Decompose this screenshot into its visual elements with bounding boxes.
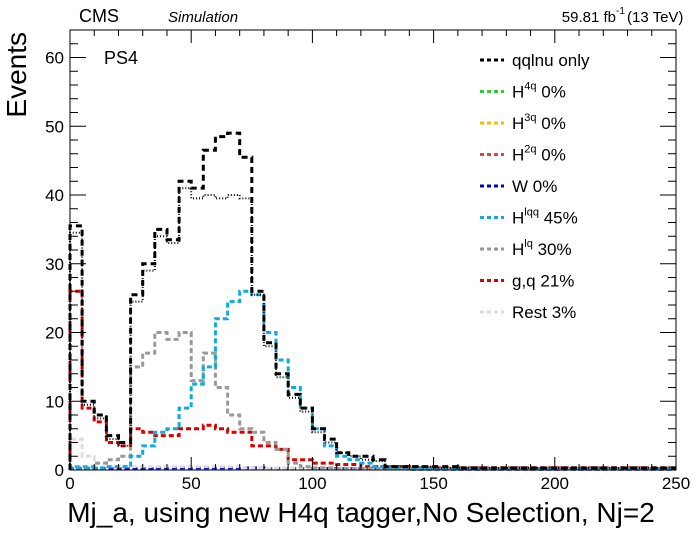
y-axis-title: Events xyxy=(1,32,32,118)
legend-entry: Rest 3% xyxy=(480,303,576,322)
legend-label: Hlqq 45% xyxy=(512,207,578,228)
x-tick-label: 250 xyxy=(662,474,690,493)
simulation-tag: Simulation xyxy=(168,9,238,26)
x-tick-label: 50 xyxy=(182,474,201,493)
experiment-label: CMS xyxy=(79,6,119,26)
y-tick-label: 40 xyxy=(45,186,64,205)
legend: qqlnu only H4q 0% H3q 0% H2q 0% W 0% Hlqq 45%… xyxy=(480,51,590,322)
legend-entry: Hlqq 45% xyxy=(480,207,578,228)
axis-layer: 0 50 100 150 200 250 0 10 20 30 40 50 60 xyxy=(45,29,690,493)
legend-entry: H3q 0% xyxy=(480,112,566,133)
histogram-qqlnu-only xyxy=(68,131,676,470)
histogram-layer xyxy=(68,131,676,471)
legend-entry: H4q 0% xyxy=(480,81,566,102)
legend-entry: qqlnu only xyxy=(480,51,590,70)
y-tick-label: 50 xyxy=(45,117,64,136)
x-axis-title: Mj_a, using new H4q tagger,No Selection,… xyxy=(67,497,655,528)
y-tick-label: 10 xyxy=(45,392,64,411)
x-tick-label: 0 xyxy=(65,474,74,493)
lumi-value: 59.81 fb xyxy=(562,9,616,26)
legend-entry: g,q 21% xyxy=(480,272,574,291)
legend-entry: W 0% xyxy=(480,177,557,196)
y-tick-label: 20 xyxy=(45,324,64,343)
legend-entry: H2q 0% xyxy=(480,144,566,165)
legend-label: Rest 3% xyxy=(512,303,576,322)
legend-label: qqlnu only xyxy=(512,51,590,70)
legend-entry: Hlq 30% xyxy=(480,238,572,259)
legend-label: H4q 0% xyxy=(512,81,566,102)
y-tick-label: 60 xyxy=(45,49,64,68)
histogram-hlq xyxy=(68,331,676,471)
x-tick-label: 150 xyxy=(419,474,447,493)
lumi-exponent: -1 xyxy=(616,6,625,17)
legend-label: g,q 21% xyxy=(512,272,574,291)
x-tick-label: 100 xyxy=(298,474,326,493)
y-tick-label: 30 xyxy=(45,255,64,274)
legend-label: Hlq 30% xyxy=(512,238,572,259)
energy-label: (13 TeV) xyxy=(627,9,683,26)
legend-label: H2q 0% xyxy=(512,144,566,165)
x-tick-label: 200 xyxy=(541,474,569,493)
region-annotation: PS4 xyxy=(104,48,138,68)
legend-label: W 0% xyxy=(512,177,557,196)
legend-label: H3q 0% xyxy=(512,112,566,133)
y-tick-label: 0 xyxy=(55,461,64,480)
